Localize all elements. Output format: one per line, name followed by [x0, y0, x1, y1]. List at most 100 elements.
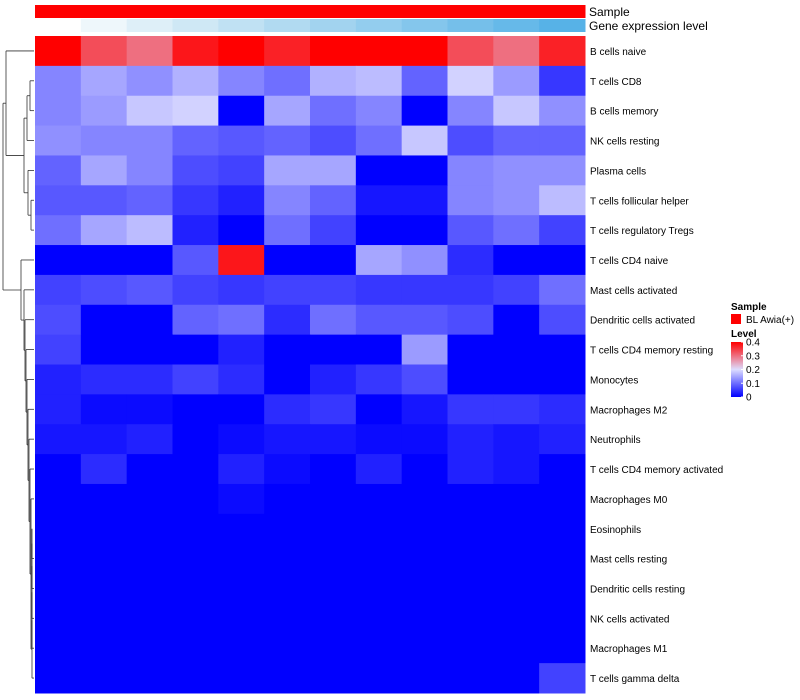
annotation-track-label: Gene expression level [589, 19, 708, 33]
heatmap-cell [447, 513, 494, 545]
heatmap-cell [218, 65, 265, 97]
heatmap-cell [493, 274, 540, 306]
heatmap-cell [310, 394, 357, 425]
heatmap-cell [310, 633, 357, 664]
annotation-cell [310, 5, 357, 18]
heatmap-cell [126, 364, 173, 395]
heatmap-cell [218, 95, 265, 127]
heatmap-cell [493, 394, 540, 425]
heatmap-cell [126, 36, 173, 67]
heatmap-cell [126, 394, 173, 425]
heatmap-cell [310, 245, 357, 276]
heatmap-cell [447, 364, 494, 395]
annotation-cell [264, 5, 311, 18]
heatmap-cell [126, 633, 173, 664]
annotation-cell [447, 19, 494, 32]
heatmap-cell [493, 125, 540, 156]
heatmap-cell [264, 454, 311, 485]
heatmap-cell [493, 215, 540, 246]
heatmap-cell [126, 215, 173, 246]
legend-tick-label: 0.1 [746, 379, 760, 390]
heatmap-cell [539, 424, 586, 455]
heatmap-cell [447, 663, 494, 694]
heatmap-cell [126, 454, 173, 485]
heatmap-cell [355, 95, 403, 127]
row-label: Mast cells activated [590, 286, 677, 297]
heatmap-cell [401, 304, 448, 336]
row-dendrogram [2, 50, 34, 679]
heatmap-cell [126, 483, 173, 515]
heatmap-cell [539, 95, 586, 127]
legend-tick-label: 0 [746, 393, 752, 404]
heatmap-cell [401, 663, 448, 694]
heatmap-cell [355, 483, 403, 515]
annotation-cell [310, 19, 357, 32]
heatmap-cell [80, 215, 128, 246]
heatmap-cell [126, 663, 173, 694]
heatmap-cell [401, 274, 448, 306]
heatmap-cell [493, 245, 540, 276]
heatmap-cell [493, 155, 540, 186]
heatmap-cell [539, 663, 586, 694]
heatmap-cell [35, 424, 82, 455]
heatmap-cell [264, 394, 311, 425]
heatmap-cell [172, 483, 219, 515]
row-label: NK cells resting [590, 137, 659, 148]
heatmap-cell [126, 334, 173, 365]
heatmap-cell [355, 454, 403, 485]
annotation-cell [493, 5, 540, 18]
heatmap-cell [539, 573, 586, 604]
heatmap-cell [310, 483, 357, 515]
heatmap-cell [172, 364, 219, 395]
heatmap-cell [355, 215, 403, 246]
heatmap-cell [218, 245, 265, 276]
heatmap-cell [539, 245, 586, 276]
heatmap-cell [218, 155, 265, 186]
heatmap-cell [80, 125, 128, 156]
heatmap-cell [447, 274, 494, 306]
heatmap-cell [355, 603, 403, 634]
heatmap-cell [264, 633, 311, 664]
heatmap-cell [355, 274, 403, 306]
heatmap-cell [264, 334, 311, 365]
heatmap-cell [355, 304, 403, 336]
heatmap-cell [401, 483, 448, 515]
heatmap-cell [126, 155, 173, 186]
row-label: T cells CD4 memory activated [590, 465, 723, 476]
heatmap-cell [401, 215, 448, 246]
annotation-cell [172, 5, 219, 18]
annotation-cell [218, 19, 265, 32]
heatmap-cell [355, 633, 403, 664]
heatmap-cell [310, 424, 357, 455]
row-label: Dendritic cells activated [590, 316, 695, 327]
heatmap-cell [35, 215, 82, 246]
legend-level-ticks: 0.4 0.3 0.2 0.1 0 [741, 338, 760, 404]
heatmap-cell [35, 364, 82, 395]
heatmap-cell [447, 304, 494, 336]
legend-sample-title: Sample [731, 302, 767, 313]
heatmap-cell [80, 334, 128, 365]
heatmap-cell [539, 155, 586, 186]
annotation-cell [35, 5, 82, 18]
heatmap-cell [493, 334, 540, 365]
heatmap-cell [126, 65, 173, 97]
heatmap-cell [447, 633, 494, 664]
heatmap-cell [35, 633, 82, 664]
heatmap-cell [126, 274, 173, 306]
heatmap-cell [355, 663, 403, 694]
heatmap-cell [264, 603, 311, 634]
heatmap-cell [35, 513, 82, 545]
heatmap-cell [126, 95, 173, 127]
heatmap-cell [447, 185, 494, 216]
heatmap-cell [493, 36, 540, 67]
heatmap-cell [172, 513, 219, 545]
heatmap-cell [310, 155, 357, 186]
heatmap-cell [80, 185, 128, 216]
heatmap-cell [310, 185, 357, 216]
heatmap-cell [80, 95, 128, 127]
heatmap-cell [218, 573, 265, 604]
heatmap-cell [310, 65, 357, 97]
heatmap-cell [80, 483, 128, 515]
heatmap-cell [493, 454, 540, 485]
